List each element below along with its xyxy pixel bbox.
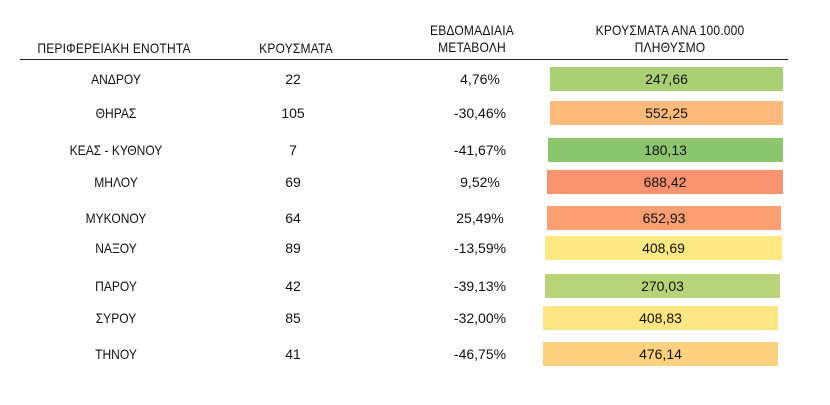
table-row: ΝΑΞΟΥ 89 -13,59% 408,69 bbox=[0, 235, 830, 261]
table-row: ΘΗΡΑΣ 105 -30,46% 552,25 bbox=[0, 100, 830, 126]
cases-count: 41 bbox=[285, 346, 301, 362]
cases-per-100k-cell: 270,03 bbox=[545, 274, 780, 298]
header-rate-line1: ΚΡΟΥΣΜΑΤΑ ΑΝΑ 100.000 bbox=[595, 22, 745, 38]
region-name: ΤΗΝΟΥ bbox=[95, 346, 137, 362]
table-row: ΜΗΛΟΥ 69 9,52% 688,42 bbox=[0, 169, 830, 195]
cases-per-100k-cell: 688,42 bbox=[547, 170, 783, 194]
table-row: ΚΕΑΣ - ΚΥΘΝΟΥ 7 -41,67% 180,13 bbox=[0, 137, 830, 163]
cases-count: 42 bbox=[285, 278, 301, 294]
table-row: ΠΑΡΟΥ 42 -39,13% 270,03 bbox=[0, 273, 830, 299]
cases-count: 89 bbox=[285, 240, 301, 256]
table-row: ΤΗΝΟΥ 41 -46,75% 476,14 bbox=[0, 341, 830, 367]
region-name: ΘΗΡΑΣ bbox=[95, 105, 137, 121]
region-name: ΣΥΡΟΥ bbox=[95, 310, 137, 326]
cases-count: 64 bbox=[285, 210, 301, 226]
cases-count: 7 bbox=[289, 142, 297, 158]
weekly-change: -39,13% bbox=[453, 278, 507, 294]
cases-per-100k-cell: 476,14 bbox=[543, 342, 778, 366]
region-name: ΜΗΛΟΥ bbox=[94, 174, 138, 190]
weekly-change: -41,67% bbox=[453, 142, 507, 158]
weekly-change: -13,59% bbox=[453, 240, 507, 256]
region-name: ΠΑΡΟΥ bbox=[95, 278, 137, 294]
cases-per-100k-cell: 652,93 bbox=[547, 206, 781, 230]
region-name: ΑΝΔΡΟΥ bbox=[91, 71, 141, 87]
cases-count: 85 bbox=[285, 310, 301, 326]
cases-per-100k-cell: 247,66 bbox=[550, 67, 783, 91]
cases-count: 105 bbox=[281, 105, 305, 121]
region-name: ΚΕΑΣ - ΚΥΘΝΟΥ bbox=[69, 142, 163, 158]
header-cases: ΚΡΟΥΣΜΑΤΑ bbox=[253, 40, 339, 57]
weekly-change: 9,52% bbox=[460, 174, 500, 190]
header-cases-label: ΚΡΟΥΣΜΑΤΑ bbox=[259, 40, 333, 56]
header-weekly-line2: ΜΕΤΑΒΟΛΗ bbox=[438, 39, 506, 55]
cases-per-100k-cell: 408,69 bbox=[545, 236, 782, 260]
header-region: ΠΕΡΙΦΕΡΕΙΑΚΗ ΕΝΟΤΗΤΑ bbox=[31, 40, 196, 57]
header-rate-line2: ΠΛΗΘΥΣΜΟ bbox=[634, 39, 706, 55]
table-row: ΣΥΡΟΥ 85 -32,00% 408,83 bbox=[0, 305, 830, 331]
weekly-change: 4,76% bbox=[460, 71, 500, 87]
table-row: ΜΥΚΟΝΟΥ 64 25,49% 652,93 bbox=[0, 205, 830, 231]
region-name: ΜΥΚΟΝΟΥ bbox=[85, 210, 147, 226]
weekly-change: 25,49% bbox=[456, 210, 504, 226]
cases-per-100k-cell: 180,13 bbox=[548, 138, 783, 162]
cases-per-100k-cell: 552,25 bbox=[550, 101, 783, 125]
region-name: ΝΑΞΟΥ bbox=[95, 240, 137, 256]
weekly-change: -32,00% bbox=[453, 310, 507, 326]
weekly-change: -30,46% bbox=[453, 105, 507, 121]
table-row: ΑΝΔΡΟΥ 22 4,76% 247,66 bbox=[0, 66, 830, 92]
cases-per-100k-cell: 408,83 bbox=[543, 306, 778, 330]
header-weekly-change: ΕΒΔΟΜΑΔΙΑΙΑ ΜΕΤΑΒΟΛΗ bbox=[412, 22, 532, 56]
header-divider bbox=[20, 59, 788, 60]
header-cases-per-100k: ΚΡΟΥΣΜΑΤΑ ΑΝΑ 100.000 ΠΛΗΘΥΣΜΟ bbox=[575, 22, 764, 56]
header-weekly-line1: ΕΒΔΟΜΑΔΙΑΙΑ bbox=[430, 22, 514, 38]
cases-count: 69 bbox=[285, 174, 301, 190]
weekly-change: -46,75% bbox=[453, 346, 507, 362]
header-region-label: ΠΕΡΙΦΕΡΕΙΑΚΗ ΕΝΟΤΗΤΑ bbox=[37, 40, 191, 56]
cases-count: 22 bbox=[285, 71, 301, 87]
